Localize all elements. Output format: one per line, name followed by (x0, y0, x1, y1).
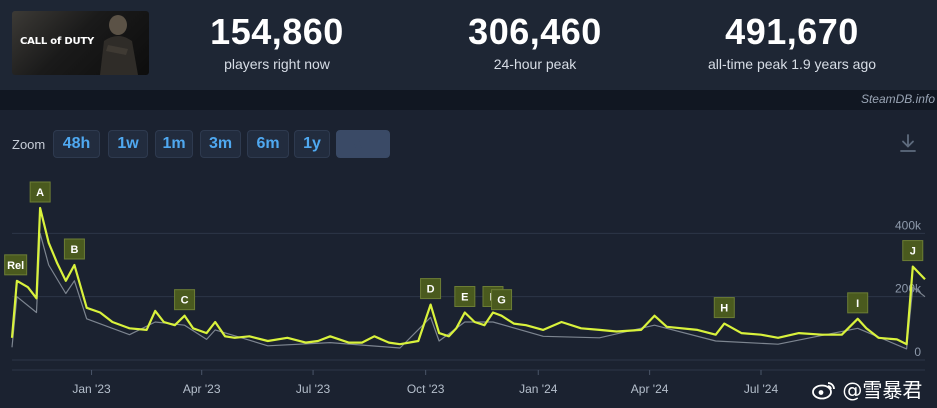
stat-24h-label: 24-hour peak (493, 56, 577, 72)
event-marker-box (491, 289, 513, 311)
game-cover-image[interactable]: CALL of DUTY (12, 11, 149, 75)
event-marker-box (847, 292, 869, 314)
event-marker-e[interactable]: E (454, 286, 476, 307)
header: CALL of DUTY 154,860 players right now 3… (0, 0, 937, 90)
event-marker-label: J (910, 246, 916, 258)
stat-24h-peak: 306,460 24-hour peak (435, 11, 635, 73)
stat-alltime-value: 491,670 (725, 11, 859, 52)
stat-alltime-label: all-time peak 1.9 years ago (707, 56, 877, 72)
x-tick-label: Apr '23 (183, 382, 221, 396)
event-marker-a[interactable]: A (29, 181, 51, 203)
x-tick-label: Oct '23 (407, 382, 445, 396)
stat-current-players: 154,860 players right now (177, 11, 377, 73)
series-line-secondary (11, 232, 926, 350)
zoom-3m-button[interactable]: 3m (200, 130, 241, 158)
stat-all-time-peak: 491,670 all-time peak 1.9 years ago (692, 11, 892, 73)
event-marker-box (174, 289, 196, 311)
event-marker-g[interactable]: G (491, 289, 513, 311)
zoom-1w-button[interactable]: 1w (108, 130, 148, 158)
weibo-icon (812, 382, 835, 400)
event-marker-label: A (36, 187, 44, 199)
zoom-6m-button[interactable]: 6m (247, 130, 289, 158)
event-marker-d[interactable]: D (420, 278, 442, 300)
event-marker-label: H (720, 303, 728, 315)
event-marker-label: G (497, 295, 506, 307)
stat-24h-value: 306,460 (468, 11, 602, 52)
event-marker-label: C (181, 295, 189, 307)
credit-bar: SteamDB.info (0, 90, 937, 110)
event-marker-i[interactable]: I (847, 292, 869, 314)
event-marker-label: Rel (7, 260, 24, 272)
chart-annotations: RelABCDEFGHIJ (4, 181, 924, 319)
event-marker-label: I (856, 298, 859, 310)
event-marker-box (420, 278, 442, 300)
chart-y-axis-labels: 0 200k 400k (895, 218, 922, 359)
zoom-label: Zoom (12, 137, 46, 152)
y-tick-label: 200k (895, 282, 922, 296)
event-marker-box (63, 238, 85, 260)
stat-current-value: 154,860 (210, 11, 344, 52)
stat-current-label: players right now (224, 56, 330, 72)
x-tick-label: Jan '24 (519, 382, 558, 396)
zoom-48h-button[interactable]: 48h (53, 130, 100, 158)
chart-x-axis-labels: Jan '23 Apr '23 Jul '23 Oct '23 Jan '24 Apr '… (72, 370, 778, 396)
event-marker-rel[interactable]: Rel (4, 254, 28, 276)
x-tick-label: Jan '23 (72, 382, 111, 396)
zoom-1m-button[interactable]: 1m (155, 130, 193, 158)
event-marker-box (713, 297, 735, 319)
chart-panel (0, 110, 937, 408)
zoom-all-button[interactable]: All (336, 130, 390, 158)
chart-series (10, 206, 926, 350)
y-tick-label: 0 (914, 345, 921, 359)
event-marker-box (454, 286, 476, 307)
event-marker-box (902, 240, 924, 262)
y-tick-label: 400k (895, 218, 922, 232)
event-marker-b[interactable]: B (63, 238, 85, 260)
x-tick-label: Jul '23 (296, 382, 331, 396)
event-marker-box (29, 181, 51, 203)
event-marker-box (4, 254, 28, 276)
event-marker-label: D (427, 284, 435, 296)
event-marker-c[interactable]: C (174, 289, 196, 311)
event-marker-label: E (461, 292, 468, 304)
x-tick-label: Jul '24 (744, 382, 779, 396)
download-icon[interactable] (898, 133, 918, 153)
x-tick-label: Apr '24 (631, 382, 669, 396)
watermark-text: @雪暴君 (842, 378, 923, 402)
event-marker-j[interactable]: J (902, 240, 924, 262)
event-marker-h[interactable]: H (713, 297, 735, 319)
watermark: @雪暴君 (812, 374, 922, 403)
steamdb-credit[interactable]: SteamDB.info (860, 92, 935, 106)
zoom-1y-button[interactable]: 1y (294, 130, 330, 158)
soldier-figure-icon (100, 15, 138, 75)
event-marker-label: B (70, 244, 78, 256)
series-line-players (10, 206, 926, 346)
game-logo-text: CALL of DUTY (20, 36, 95, 47)
